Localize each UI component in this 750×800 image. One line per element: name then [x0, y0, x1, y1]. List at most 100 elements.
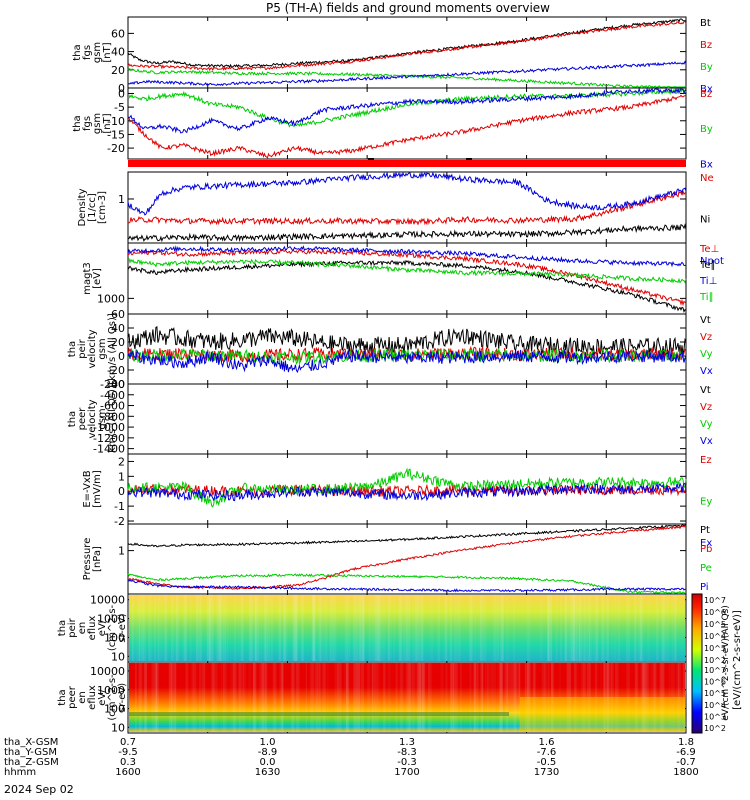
- y-tick-label: -1200: [93, 432, 125, 445]
- spectrogram-texture: [459, 663, 462, 732]
- legend-Npot: Npot: [700, 256, 724, 267]
- spectrogram-texture: [490, 663, 495, 732]
- spectrogram-texture: [405, 663, 409, 732]
- spectrogram-texture: [316, 595, 321, 661]
- spectrogram-texture: [480, 595, 482, 661]
- spectrogram-texture: [174, 663, 177, 732]
- spectrogram-texture: [615, 663, 619, 732]
- y-axis-label: sr-eV): [117, 683, 128, 712]
- spectrogram-texture: [226, 595, 229, 661]
- spectrogram-texture: [322, 595, 325, 661]
- legend-Pb: Pb: [700, 544, 712, 555]
- colorbar-tick-label: 10^7: [704, 666, 726, 675]
- spectrogram-texture: [417, 663, 421, 732]
- legend-Vt: Vt: [700, 315, 711, 326]
- spectrogram-texture: [242, 595, 244, 661]
- series-line-Ni: [127, 223, 687, 243]
- spectrogram-texture: [176, 595, 179, 661]
- spectrogram-texture: [212, 595, 214, 661]
- spectrogram-texture: [469, 663, 472, 732]
- spectrogram-texture: [514, 663, 516, 732]
- spectrogram-texture: [660, 663, 665, 732]
- spectrogram-texture: [482, 595, 487, 661]
- spectrogram-texture: [153, 663, 158, 732]
- series-line-Pt: [127, 524, 687, 548]
- spectrogram-texture: [674, 595, 676, 661]
- spectrogram-texture: [293, 595, 298, 661]
- spectrogram-texture: [417, 663, 421, 732]
- spectrogram-texture: [283, 595, 287, 661]
- spectrogram-texture: [661, 595, 666, 661]
- spectrogram-fade: [520, 697, 685, 732]
- x-row-value: 1.3: [399, 737, 415, 748]
- spectrogram-texture: [647, 595, 650, 661]
- spectrogram-texture: [682, 663, 686, 732]
- spectrogram-texture: [453, 595, 458, 661]
- x-row-value: -8.9: [258, 747, 278, 758]
- spectrogram-texture: [157, 595, 159, 661]
- spectrogram-texture: [333, 595, 337, 661]
- spectrogram-texture: [376, 595, 380, 661]
- spectrogram-texture: [240, 663, 244, 732]
- series-line-Ne: [128, 189, 687, 226]
- spectrogram-texture: [484, 663, 487, 732]
- spectrogram-texture: [495, 595, 497, 661]
- spectrogram-texture: [588, 595, 591, 661]
- spectrogram-texture: [398, 595, 402, 661]
- spectrogram-texture: [494, 663, 496, 732]
- spectrogram-texture: [449, 595, 452, 661]
- x-row-label: tha_Z-GSM: [4, 757, 59, 768]
- spectrogram-texture: [635, 663, 639, 732]
- spectrogram-texture: [421, 663, 425, 732]
- spectrogram-image: [129, 663, 685, 732]
- series-line-Bz: [127, 94, 687, 159]
- spectrogram-texture: [131, 595, 135, 661]
- spectrogram-texture: [371, 663, 373, 732]
- spectrogram-texture: [450, 595, 453, 661]
- legend-By: By: [700, 62, 713, 73]
- y-axis-label: eflux: [87, 685, 98, 710]
- spectrogram-texture: [675, 595, 677, 661]
- spectrogram-texture: [583, 595, 587, 661]
- spectrogram-texture: [255, 595, 260, 661]
- spectrogram-texture: [387, 595, 390, 661]
- y-tick-label: 1: [118, 470, 125, 483]
- x-row-value: 1.6: [539, 737, 555, 748]
- legend-Pe: Pe: [700, 563, 712, 574]
- spectrogram-texture: [155, 663, 158, 732]
- spectrogram-texture: [419, 663, 421, 732]
- x-row-value: 1700: [394, 767, 419, 778]
- spectrogram-texture: [313, 595, 317, 661]
- spectrogram-texture: [184, 595, 187, 661]
- spectrogram-texture: [611, 595, 613, 661]
- panel-frame: [127, 383, 687, 455]
- spectrogram-texture: [367, 663, 371, 732]
- y-axis-label: [cm-3]: [97, 191, 108, 224]
- spectrogram-texture: [499, 663, 502, 732]
- spectrogram-texture: [595, 595, 599, 661]
- spectrogram-texture: [283, 595, 285, 661]
- spectrogram-texture: [217, 595, 221, 661]
- spectrogram-texture: [368, 595, 371, 661]
- spectrogram-texture: [216, 663, 218, 732]
- spectrogram-texture: [248, 595, 252, 661]
- spectrogram-texture: [359, 595, 361, 661]
- spectrogram-texture: [551, 663, 554, 732]
- series-line-Vx: [127, 348, 687, 374]
- spectrogram-texture: [542, 663, 546, 732]
- spectrogram-texture: [655, 595, 659, 661]
- spectrogram-image: [129, 595, 685, 661]
- spectrogram-texture: [594, 663, 598, 732]
- spectrogram-texture: [550, 595, 553, 661]
- spectrogram-texture: [422, 663, 425, 732]
- spectrogram-texture: [565, 595, 568, 661]
- spectrogram-texture: [387, 595, 390, 661]
- spectrogram-texture: [141, 595, 145, 661]
- y-tick-label: -200: [100, 378, 125, 391]
- spectrogram-texture: [541, 663, 545, 732]
- spectrogram-texture: [320, 595, 323, 661]
- spectrogram-texture: [589, 663, 591, 732]
- x-row-label: tha_Y-GSM: [4, 747, 57, 758]
- spectrogram-texture: [208, 595, 211, 661]
- y-tick-label: -5: [114, 101, 125, 114]
